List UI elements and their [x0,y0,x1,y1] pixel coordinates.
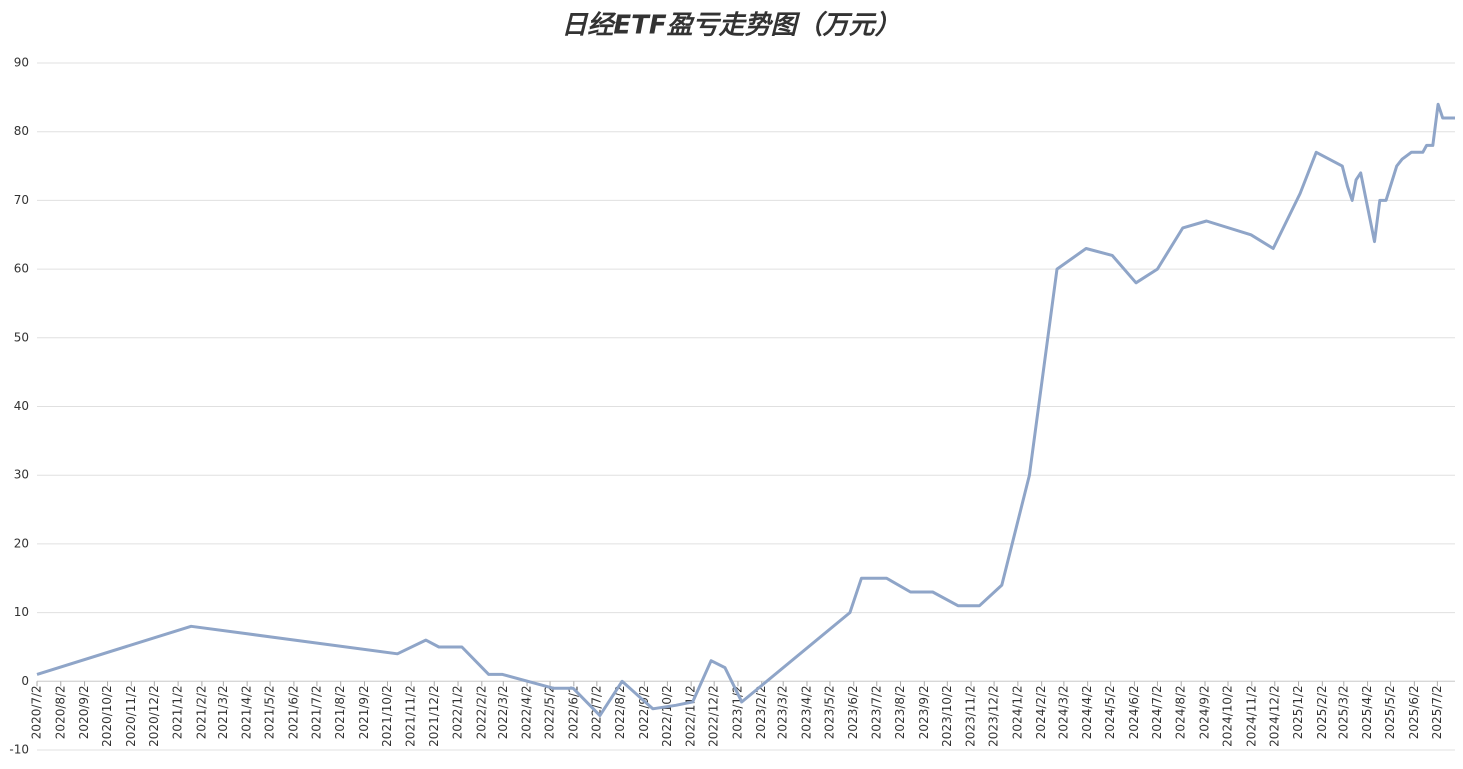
x-tick-label: 2024/1/2 [1010,685,1024,739]
x-tick-label: 2024/3/2 [1056,685,1070,739]
x-tick-label: 2023/12/2 [987,685,1001,747]
y-tick-label: 80 [14,124,29,138]
x-tick-label: 2023/7/2 [869,685,883,739]
x-tick-label: 2022/9/2 [637,685,651,739]
x-tick-label: 2021/12/2 [427,685,441,747]
x-tick-label: 2022/4/2 [520,685,534,739]
y-tick-label: 40 [14,399,29,413]
x-tick-label: 2025/2/2 [1315,685,1329,739]
x-tick-label: 2025/3/2 [1336,685,1350,739]
x-tick-label: 2021/8/2 [333,685,347,739]
x-tick-label: 2024/4/2 [1080,685,1094,739]
x-tick-label: 2023/10/2 [940,685,954,747]
x-tick-label: 2021/3/2 [216,685,230,739]
x-tick-label: 2024/9/2 [1197,685,1211,739]
x-tick-label: 2021/4/2 [240,685,254,739]
x-tick-label: 2022/10/2 [660,685,674,747]
x-tick-label: 2025/4/2 [1360,685,1374,739]
x-tick-label: 2024/7/2 [1150,685,1164,739]
line [36,102,1455,718]
x-tick-label: 2022/3/2 [496,685,510,739]
x-tick-label: 2025/5/2 [1383,685,1397,739]
x-tick-label: 2021/2/2 [194,685,208,739]
x-tick-label: 2021/9/2 [357,685,371,739]
x-tick-label: 2022/6/2 [566,685,580,739]
chart-title: 日经ETF盈亏走势图（万元） [561,11,900,41]
x-tick-label: 2023/6/2 [846,685,860,739]
x-tick-label: 2022/8/2 [613,685,627,739]
x-tick-label: 2022/1/2 [451,685,465,739]
x-tick-label: 2020/11/2 [124,685,138,747]
x-tick-label: 2024/11/2 [1244,685,1258,747]
y-tick-label: 60 [14,262,29,276]
x-tick-label: 2021/11/2 [404,685,418,747]
x-tick-label: 2021/10/2 [380,685,394,747]
x-tick-label: 2023/9/2 [917,685,931,739]
y-tick-label: 70 [14,193,29,207]
y-tick-label: 0 [21,674,29,688]
x-tick-label: 2020/7/2 [30,685,44,739]
x-tick-label: 2020/8/2 [53,685,67,739]
y-tick-label: 20 [14,536,29,550]
x-tick-label: 2021/6/2 [286,685,300,739]
x-tick-label: 2024/6/2 [1127,685,1141,739]
x-tick-label: 2025/1/2 [1291,685,1305,739]
x-tick-label: 2023/11/2 [964,685,978,747]
x-tick-label: 2020/9/2 [77,685,91,739]
x-tick-label: 2023/4/2 [799,685,813,739]
x-tick-label: 2021/1/2 [171,685,185,739]
x-tick-label: 2023/8/2 [893,685,907,739]
x-tick-label: 2024/10/2 [1220,685,1234,747]
x-tick-label: 2020/12/2 [147,685,161,747]
x-tick-label: 2024/8/2 [1174,685,1188,739]
y-tick-label: -10 [9,743,29,757]
x-tick-label: 2024/2/2 [1034,685,1048,739]
x-tick-label: 2025/6/2 [1407,685,1421,739]
x-tick-label: 2021/5/2 [263,685,277,739]
y-tick-label: 30 [14,468,29,482]
y-tick-label: 90 [14,56,29,70]
x-tick-label: 2022/2/2 [474,685,488,739]
x-tick-label: 2024/5/2 [1103,685,1117,739]
x-tick-label: 2023/5/2 [822,685,836,739]
x-tick-label: 2020/10/2 [100,685,114,747]
x-tick-label: 2023/2/2 [754,685,768,739]
x-tick-label: 2024/12/2 [1267,685,1281,747]
x-tick-label: 2023/3/2 [776,685,790,739]
x-tick-label: 2021/7/2 [309,685,323,739]
y-tick-label: 10 [14,605,29,619]
y-tick-label: 50 [14,330,29,344]
x-tick-label: 2025/7/2 [1430,685,1444,739]
x-tick-label: 2022/12/2 [707,685,721,747]
x-tick-label: 2022/5/2 [543,685,557,739]
